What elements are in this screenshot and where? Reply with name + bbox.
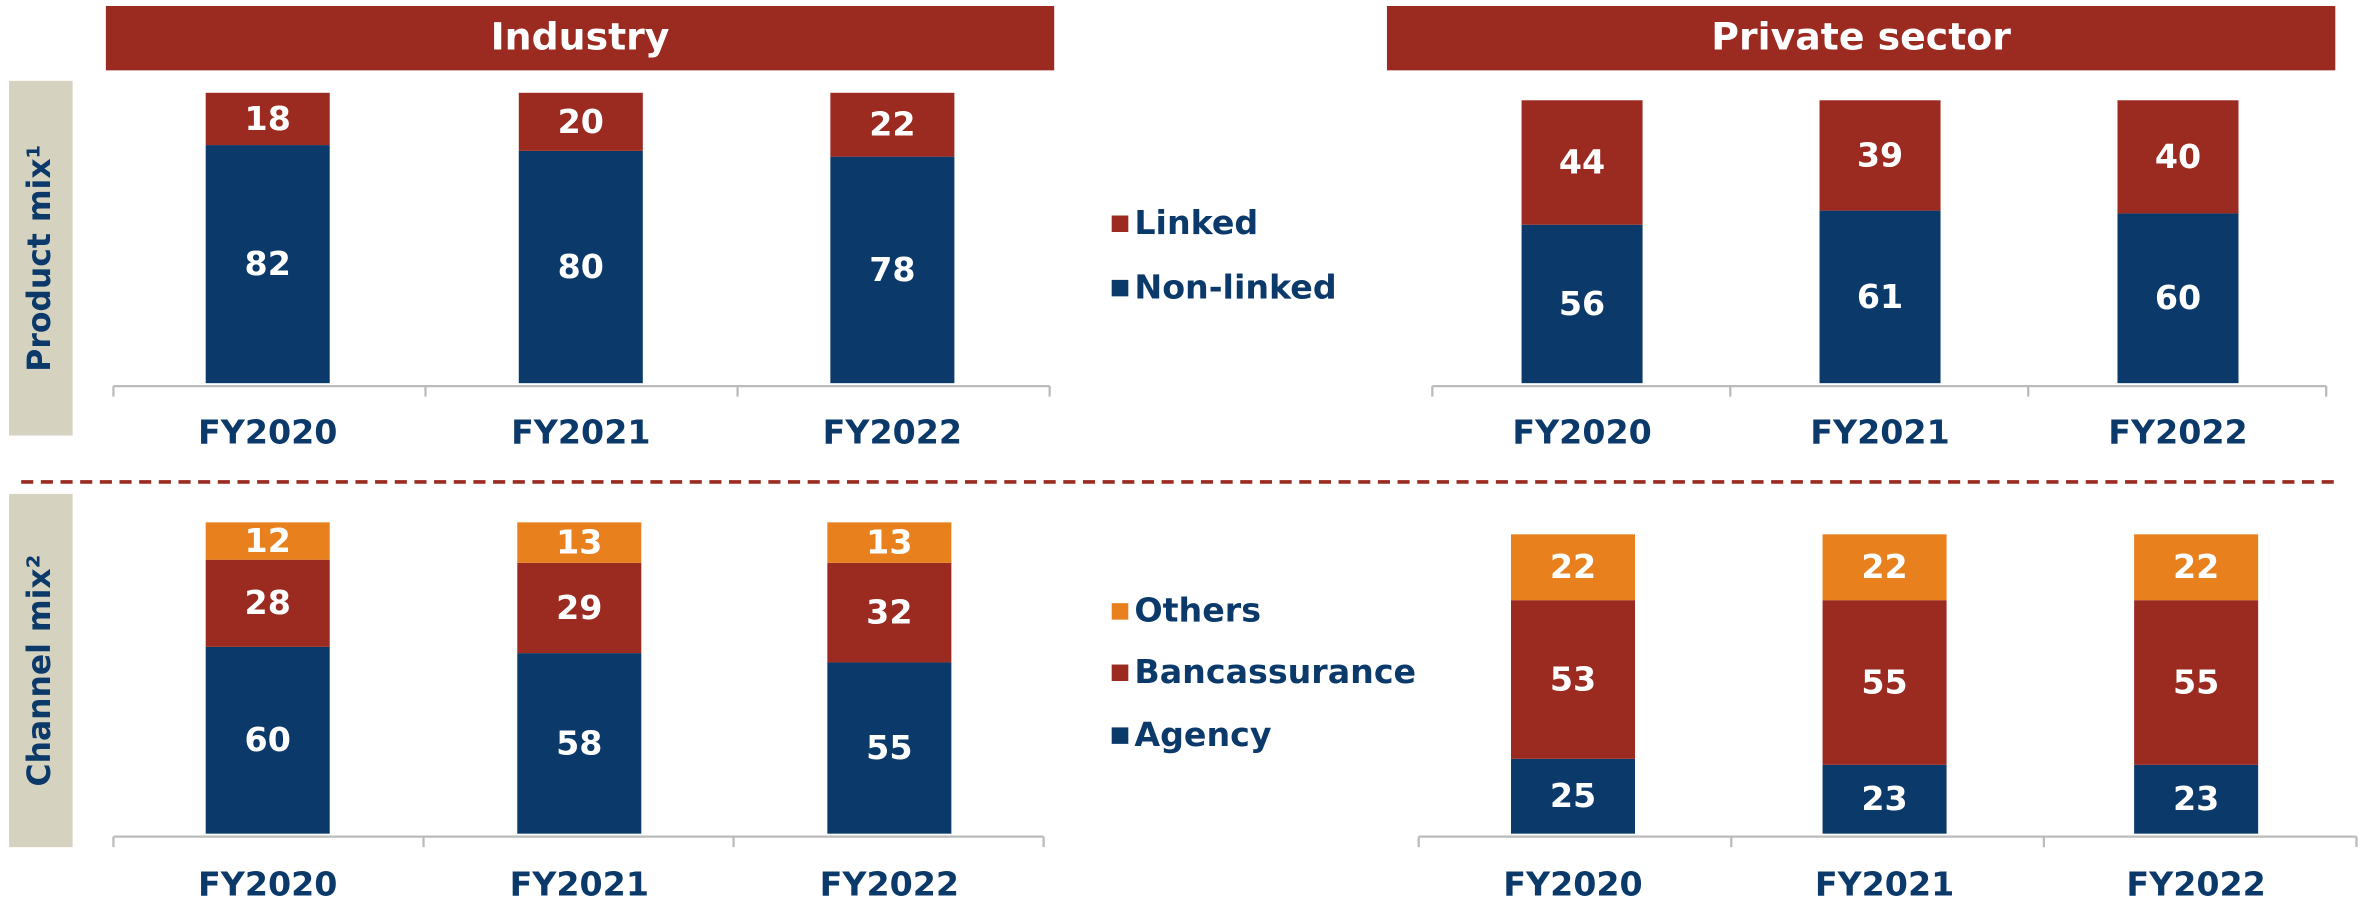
data-label: 80 [558,247,604,286]
legend-swatch [1111,603,1129,620]
bar-segment [1819,100,1941,211]
legend-swatch [1111,664,1129,682]
x-tick-label: FY2022 [823,413,962,452]
bar-segment [517,562,642,654]
bar-segment [1521,100,1643,225]
bar-segment [2117,100,2239,214]
data-label: 61 [1857,277,1903,316]
bar-segment [830,92,955,157]
data-label: 32 [866,593,912,632]
x-tick-label: FY2022 [2108,413,2247,452]
data-label: 78 [869,250,915,289]
bar-segment [830,156,955,384]
x-tick-label: FY2021 [510,865,649,904]
data-label: 58 [556,723,602,762]
data-label: 12 [245,521,291,560]
column-header: Industry [491,15,670,59]
bar-segment [1510,534,1636,601]
data-label: 22 [1861,547,1907,586]
data-label: 39 [1857,136,1903,175]
bar-segment [205,646,330,834]
data-label: 18 [245,99,291,138]
data-label: 29 [556,588,602,627]
x-tick-label: FY2020 [1512,413,1651,452]
bar-segment [2134,600,2259,765]
bar-segment [517,653,642,834]
bar-segment [827,662,952,834]
data-label: 55 [866,728,912,767]
legend-label: Others [1134,591,1261,630]
bar-segment [518,150,643,384]
data-label: 22 [869,105,915,144]
legend-label: Non-linked [1134,267,1336,306]
legend-swatch [1111,215,1129,232]
bar-segment [1822,600,1947,765]
data-label: 55 [2173,663,2219,702]
bar-segment [1822,534,1947,601]
data-label: 23 [1861,779,1907,818]
column-header-bg [105,5,1055,71]
bar-segment [205,522,330,560]
bar-segment [1510,758,1636,834]
bar-segment [1510,600,1636,759]
data-label: 13 [866,523,912,562]
column-header-bg [1386,5,2336,71]
row-label-bg [9,80,73,436]
legend-label: Bancassurance [1134,652,1416,691]
bar-segment [1822,764,1947,834]
bar-segment [2134,534,2259,601]
bar-segment [205,92,330,146]
data-label: 60 [245,720,291,759]
bar-segment [517,522,642,563]
data-label: 56 [1559,284,1605,323]
data-label: 60 [2155,278,2201,317]
bar-segment [827,522,952,563]
bar-segment [518,92,643,151]
legend-label: Linked [1134,203,1258,242]
bar-segment [1819,210,1941,384]
data-label: 28 [245,583,291,622]
x-tick-label: FY2020 [198,413,337,452]
data-label: 53 [1550,660,1596,699]
data-label: 13 [556,523,602,562]
data-label: 44 [1559,143,1605,182]
data-label: 25 [1550,776,1596,815]
column-header: Private sector [1711,15,2011,59]
data-label: 20 [558,102,604,141]
x-tick-label: FY2022 [2126,865,2265,904]
bar-segment [827,562,952,663]
data-label: 40 [2155,137,2201,176]
data-label: 22 [2173,547,2219,586]
data-label: 82 [245,244,291,283]
legend-label: Agency [1134,715,1271,754]
x-tick-label: FY2021 [511,413,650,452]
bar-segment [1521,224,1643,384]
legend-swatch [1111,727,1129,744]
bar-segment [2117,213,2239,384]
x-tick-label: FY2022 [820,865,959,904]
row-label: Channel mix² [22,555,58,787]
bar-segment [205,559,330,647]
data-label: 55 [1861,663,1907,702]
row-label: Product mix¹ [22,145,58,372]
x-tick-label: FY2021 [1815,865,1954,904]
x-tick-label: FY2020 [1503,865,1642,904]
bar-segment [2134,764,2259,834]
data-label: 22 [1550,547,1596,586]
bar-segment [205,145,330,384]
row-label-bg [9,493,73,848]
data-label: 23 [2173,779,2219,818]
x-tick-label: FY2021 [1810,413,1949,452]
legend-swatch [1111,279,1129,297]
x-tick-label: FY2020 [198,865,337,904]
